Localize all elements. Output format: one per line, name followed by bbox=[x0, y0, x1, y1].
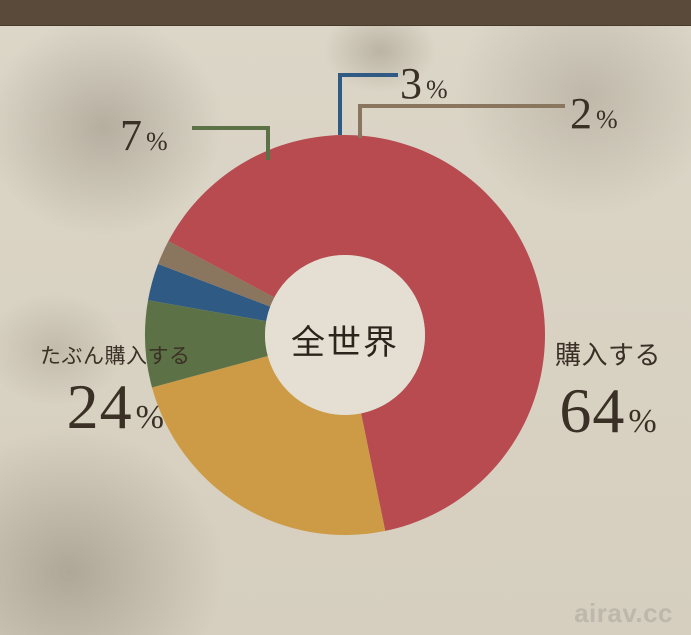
pct-s7: % bbox=[146, 127, 168, 156]
value-s2: 2 bbox=[570, 89, 593, 138]
label-s7: 7% bbox=[120, 110, 168, 161]
leader-s2 bbox=[360, 106, 565, 138]
pct-s3: % bbox=[426, 75, 448, 104]
pct-s24: % bbox=[136, 399, 164, 436]
value-s24: 24 bbox=[67, 371, 133, 442]
label-s3: 3% bbox=[400, 58, 448, 109]
leader-s7 bbox=[192, 128, 268, 160]
pct-s2: % bbox=[596, 105, 618, 134]
label-s24: たぶん購入する24% bbox=[40, 340, 191, 444]
label-s2: 2% bbox=[570, 88, 618, 139]
value-s64: 64 bbox=[559, 375, 625, 446]
donut-chart: 全世界 3%2%購入する64%たぶん購入する24%7% bbox=[0, 0, 691, 635]
label-s64: 購入する64% bbox=[555, 335, 661, 448]
pct-s64: % bbox=[628, 403, 656, 440]
caption-s24: たぶん購入する bbox=[40, 340, 191, 370]
value-s3: 3 bbox=[400, 59, 423, 108]
watermark: airav.cc bbox=[574, 598, 673, 629]
caption-s64: 購入する bbox=[555, 335, 661, 372]
center-label: 全世界 bbox=[291, 315, 399, 364]
value-s7: 7 bbox=[120, 111, 143, 160]
